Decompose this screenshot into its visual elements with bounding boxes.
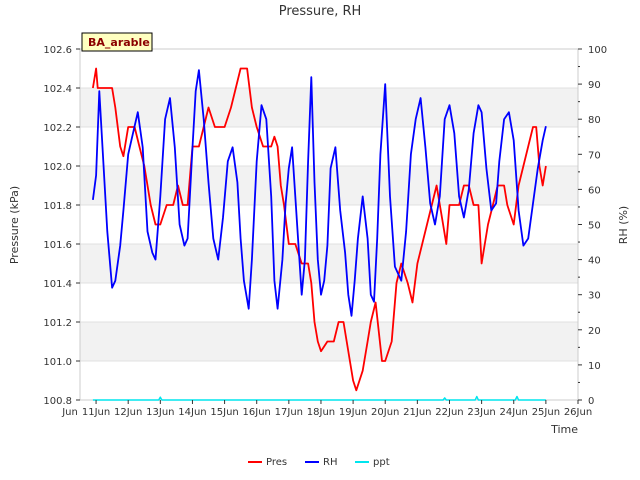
y-left-tick-label: 102.0 bbox=[43, 162, 72, 173]
x-tick-label: 20Jun bbox=[371, 407, 399, 418]
x-tick-label: 25Jun bbox=[532, 407, 560, 418]
x-tick-label: 13Jun bbox=[146, 407, 174, 418]
y-right-tick-label: 90 bbox=[588, 80, 601, 91]
y-left-tick-label: 102.2 bbox=[43, 123, 72, 134]
series-line-ppt bbox=[92, 395, 546, 401]
x-tick-label: 16Jun bbox=[243, 407, 271, 418]
y-right-tick-label: 50 bbox=[588, 221, 601, 232]
y-right-tick-label: 10 bbox=[588, 361, 601, 372]
y-left-tick-label: 102.4 bbox=[43, 84, 72, 95]
y-right-tick-label: 40 bbox=[588, 256, 601, 267]
legend-label-rh: RH bbox=[323, 457, 337, 468]
axes: 100.8 101.0 101.2 101.4 101.6 101.8 102.0 102.2… bbox=[43, 45, 607, 418]
x-tick-label: 21Jun bbox=[403, 407, 431, 418]
y-left-tick-label: 101.6 bbox=[43, 240, 72, 251]
legend-label-pres: Pres bbox=[266, 457, 287, 468]
y-right-tick-label: 0 bbox=[588, 396, 594, 407]
background-band bbox=[80, 88, 578, 127]
chart-title: Pressure, RH bbox=[279, 4, 362, 19]
y-axis-left-label: Pressure (kPa) bbox=[8, 186, 21, 264]
site-label-box: BA_arable bbox=[81, 32, 153, 52]
x-tick-label: 23Jun bbox=[467, 407, 495, 418]
y-left-tick-label: 101.4 bbox=[43, 279, 72, 290]
y-left-tick-label: 101.2 bbox=[43, 318, 72, 329]
legend: Pres RH ppt bbox=[248, 457, 390, 468]
series-layer bbox=[92, 67, 547, 401]
y-left-tick-label: 101.0 bbox=[43, 357, 72, 368]
y-right-tick-label: 70 bbox=[588, 150, 601, 161]
x-tick-label: 19Jun bbox=[339, 407, 367, 418]
x-tick-label: 11Jun bbox=[82, 407, 110, 418]
legend-label-ppt: ppt bbox=[373, 457, 390, 468]
y-right-tick-label: 20 bbox=[588, 326, 601, 337]
x-tick-label: 24Jun bbox=[500, 407, 528, 418]
series-line-rh bbox=[92, 69, 547, 317]
x-tick-label: 17Jun bbox=[275, 407, 303, 418]
y-right-tick-label: 100 bbox=[588, 45, 607, 56]
x-tick-label: 22Jun bbox=[435, 407, 463, 418]
x-tick-label: 18Jun bbox=[307, 407, 335, 418]
y-left-tick-label: 101.8 bbox=[43, 201, 72, 212]
y-right-tick-label: 30 bbox=[588, 291, 601, 302]
y-left-tick-label: 100.8 bbox=[43, 396, 72, 407]
site-label: BA_arable bbox=[88, 36, 150, 49]
series-line-pres bbox=[92, 67, 547, 392]
x-tick-label: 14Jun bbox=[178, 407, 206, 418]
x-tick-label: 26Jun bbox=[564, 407, 592, 418]
y-right-tick-label: 80 bbox=[588, 115, 601, 126]
background-band bbox=[80, 244, 578, 283]
x-tick-label: 15Jun bbox=[210, 407, 238, 418]
background-bands bbox=[80, 88, 578, 361]
y-left-tick-label: 102.6 bbox=[43, 45, 72, 56]
x-edge-tick-label: Jun bbox=[61, 407, 78, 418]
x-axis-label: Time bbox=[550, 423, 578, 436]
y-axis-right-label: RH (%) bbox=[617, 206, 630, 244]
y-right-tick-label: 60 bbox=[588, 185, 601, 196]
x-tick-label: 12Jun bbox=[114, 407, 142, 418]
